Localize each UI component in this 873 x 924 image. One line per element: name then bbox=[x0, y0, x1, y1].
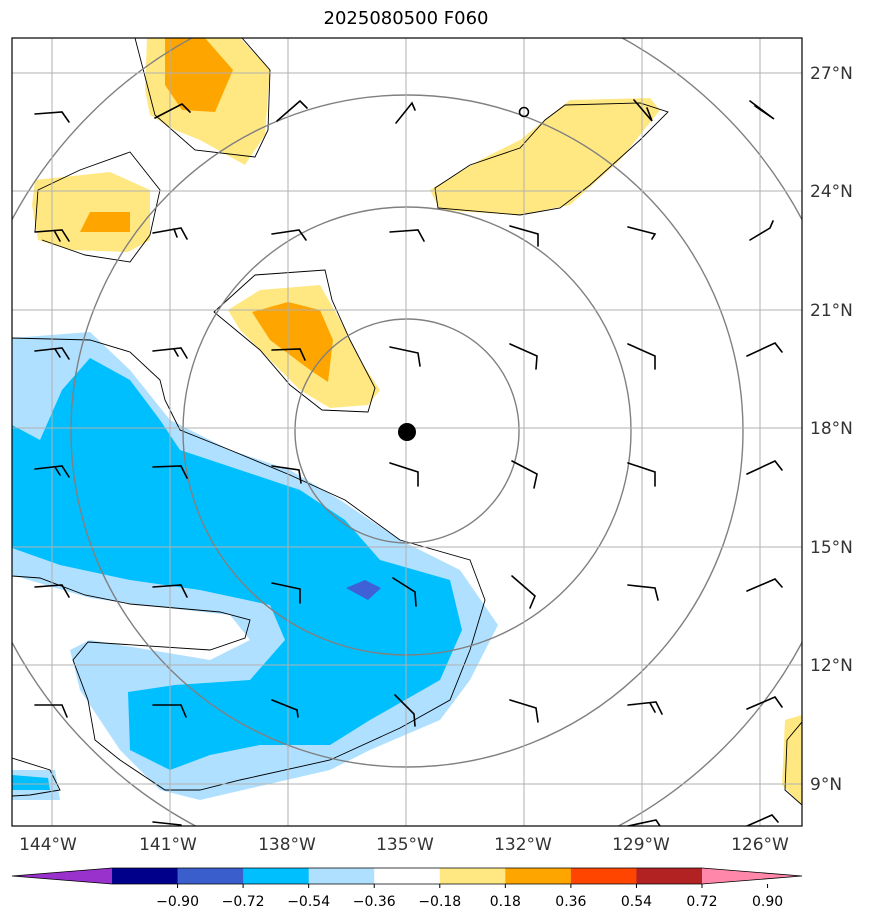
wind-barb bbox=[276, 99, 308, 122]
map-frame bbox=[11, 37, 803, 827]
contour-lines bbox=[12, 38, 802, 806]
colorbar-tick-label: 0.90 bbox=[752, 894, 783, 910]
wind-barb bbox=[511, 575, 536, 609]
lon-label: 135°W bbox=[376, 835, 434, 855]
colorbar-extend-low bbox=[12, 868, 112, 884]
lat-label: 12°N bbox=[810, 656, 853, 676]
wind-barb bbox=[394, 694, 416, 727]
range-rings bbox=[12, 38, 802, 826]
wind-barb bbox=[271, 582, 301, 604]
map-area bbox=[12, 38, 802, 826]
colorbar-swatch bbox=[308, 868, 375, 884]
lon-label: 141°W bbox=[139, 835, 197, 855]
wind-barb bbox=[746, 578, 783, 592]
lon-label: 132°W bbox=[494, 835, 552, 855]
lat-axis-labels: 27°N 24°N 21°N 18°N 15°N 12°N 9°N bbox=[810, 64, 853, 795]
wind-barbs bbox=[34, 99, 783, 826]
wind-barb bbox=[389, 229, 425, 242]
lat-label: 27°N bbox=[810, 64, 853, 84]
wind-barb bbox=[746, 696, 783, 710]
lat-label: 9°N bbox=[810, 775, 842, 795]
wind-barb bbox=[749, 100, 775, 120]
wind-barb bbox=[392, 577, 417, 607]
wind-barb bbox=[152, 821, 182, 826]
range-ring-3 bbox=[70, 94, 744, 768]
colorbar-tick-label: −0.54 bbox=[287, 894, 330, 910]
wind-barb bbox=[389, 346, 421, 367]
lat-label: 24°N bbox=[810, 182, 853, 202]
wind-barb bbox=[633, 99, 653, 122]
wind-barb bbox=[746, 814, 779, 826]
colorbar-tick-label: 0.72 bbox=[686, 894, 717, 910]
negative-anomaly-fill bbox=[12, 358, 462, 790]
wind-barb bbox=[509, 699, 539, 723]
lat-label: 18°N bbox=[810, 419, 853, 439]
colorbar-tick-label: −0.72 bbox=[222, 894, 265, 910]
wind-barb bbox=[746, 460, 783, 475]
lon-label: 129°W bbox=[612, 835, 670, 855]
wind-barb bbox=[271, 699, 299, 718]
colorbar-swatch bbox=[570, 868, 637, 884]
wind-barb bbox=[627, 819, 661, 826]
wind-barb bbox=[271, 348, 306, 361]
wind-barb bbox=[152, 704, 187, 718]
colorbar-tick-label: −0.36 bbox=[353, 894, 396, 910]
wind-barb bbox=[746, 342, 783, 357]
wind-barb bbox=[34, 584, 70, 598]
wind-barb bbox=[34, 347, 70, 360]
colorbar-swatch bbox=[505, 868, 572, 884]
colorbar-tick-label: 0.18 bbox=[490, 894, 521, 910]
calm-wind-marker bbox=[518, 106, 530, 118]
lon-label: 138°W bbox=[258, 835, 316, 855]
wind-barb bbox=[627, 343, 656, 370]
wind-barb bbox=[749, 220, 774, 241]
lat-label: 21°N bbox=[810, 301, 853, 321]
wind-barb bbox=[627, 701, 663, 715]
range-ring-1 bbox=[294, 318, 520, 544]
range-ring-2 bbox=[182, 206, 632, 656]
wind-barb bbox=[34, 111, 70, 123]
colorbar-outline bbox=[11, 867, 803, 885]
wind-barb bbox=[509, 225, 539, 247]
colorbar-swatch bbox=[374, 868, 441, 884]
wind-barb bbox=[152, 584, 188, 598]
lat-label: 15°N bbox=[810, 538, 853, 558]
plot-title: 2025080500 F060 bbox=[323, 8, 489, 29]
lon-label: 126°W bbox=[731, 835, 789, 855]
negative-anomaly-core bbox=[346, 580, 381, 600]
wind-barb bbox=[152, 227, 188, 240]
wind-barb bbox=[154, 103, 191, 119]
wind-barb bbox=[627, 462, 656, 487]
storm-center-marker bbox=[398, 423, 416, 441]
wind-barb bbox=[152, 347, 188, 359]
wind-barb bbox=[627, 584, 659, 601]
positive-anomaly-fill bbox=[80, 38, 333, 382]
wind-barb bbox=[34, 704, 68, 718]
wind-barb bbox=[271, 229, 307, 241]
colorbar-tick-label: 0.54 bbox=[621, 894, 652, 910]
wind-barb bbox=[34, 229, 70, 242]
colorbar-tick-label: 0.36 bbox=[555, 894, 586, 910]
colorbar-tick-label: −0.90 bbox=[156, 894, 199, 910]
wind-barb bbox=[389, 462, 419, 487]
colorbar-swatch bbox=[636, 868, 703, 884]
wind-barb bbox=[509, 343, 538, 370]
colorbar-swatch bbox=[177, 868, 244, 884]
colorbar-tick-label: −0.18 bbox=[418, 894, 461, 910]
colorbar-swatch bbox=[112, 868, 179, 884]
colorbar-swatch bbox=[439, 868, 506, 884]
wind-barb bbox=[152, 465, 188, 479]
wind-barb bbox=[34, 465, 70, 478]
lon-label: 144°W bbox=[19, 835, 77, 855]
wind-barb bbox=[511, 460, 538, 489]
colorbar-extend-high bbox=[702, 868, 802, 884]
wind-barb bbox=[271, 465, 302, 484]
colorbar-swatch bbox=[243, 868, 310, 884]
gridlines bbox=[12, 38, 802, 826]
wind-barb bbox=[395, 101, 416, 124]
wind-barb bbox=[627, 226, 657, 240]
colorbar: −0.90 −0.72 −0.54 −0.36 −0.18 0.18 0.36 0.54 0.7… bbox=[11, 867, 803, 910]
lon-axis-labels: 144°W 141°W 138°W 135°W 132°W 129°W 126°… bbox=[19, 835, 789, 855]
